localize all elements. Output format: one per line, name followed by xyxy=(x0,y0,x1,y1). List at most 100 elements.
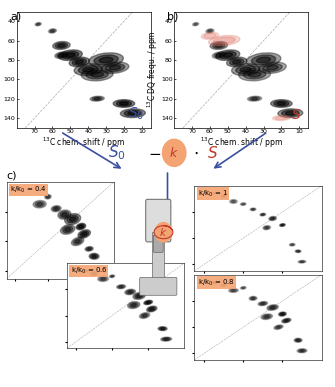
Ellipse shape xyxy=(101,278,105,280)
Ellipse shape xyxy=(252,298,255,299)
Ellipse shape xyxy=(55,43,68,48)
Ellipse shape xyxy=(117,285,126,289)
Ellipse shape xyxy=(271,99,292,107)
Ellipse shape xyxy=(236,65,256,74)
Ellipse shape xyxy=(37,24,40,25)
Ellipse shape xyxy=(46,195,50,199)
Ellipse shape xyxy=(278,109,303,118)
Ellipse shape xyxy=(120,109,145,118)
Ellipse shape xyxy=(283,319,289,322)
Ellipse shape xyxy=(206,29,214,33)
Ellipse shape xyxy=(269,306,277,310)
Ellipse shape xyxy=(244,70,266,79)
Ellipse shape xyxy=(35,202,44,207)
Ellipse shape xyxy=(91,72,104,77)
Ellipse shape xyxy=(147,306,157,312)
Ellipse shape xyxy=(62,51,79,59)
Ellipse shape xyxy=(207,29,213,33)
Ellipse shape xyxy=(258,301,268,306)
Text: b): b) xyxy=(168,12,179,22)
Ellipse shape xyxy=(230,58,244,65)
Ellipse shape xyxy=(94,55,118,65)
FancyBboxPatch shape xyxy=(153,235,163,252)
Ellipse shape xyxy=(250,208,256,211)
Ellipse shape xyxy=(60,211,69,218)
Ellipse shape xyxy=(118,285,124,288)
Ellipse shape xyxy=(267,65,278,70)
Ellipse shape xyxy=(260,213,266,216)
Ellipse shape xyxy=(212,281,216,284)
Ellipse shape xyxy=(49,29,57,33)
Ellipse shape xyxy=(128,291,132,293)
Ellipse shape xyxy=(83,67,94,72)
Text: k/k$_0$ = 0.4: k/k$_0$ = 0.4 xyxy=(10,185,47,195)
Ellipse shape xyxy=(208,30,211,32)
Ellipse shape xyxy=(101,62,129,74)
Ellipse shape xyxy=(135,293,143,298)
Ellipse shape xyxy=(74,64,102,75)
Ellipse shape xyxy=(117,101,131,106)
Ellipse shape xyxy=(76,223,86,230)
Ellipse shape xyxy=(83,270,87,272)
Ellipse shape xyxy=(146,301,150,303)
Ellipse shape xyxy=(241,287,245,289)
Ellipse shape xyxy=(263,64,282,72)
Y-axis label: $^{13}$C DQ frequ. / ppm: $^{13}$C DQ frequ. / ppm xyxy=(145,31,160,108)
Ellipse shape xyxy=(248,72,261,77)
Ellipse shape xyxy=(131,304,136,307)
Ellipse shape xyxy=(85,247,93,251)
Ellipse shape xyxy=(298,349,306,352)
Ellipse shape xyxy=(246,53,281,67)
Text: k/k$_0$ = 0.8: k/k$_0$ = 0.8 xyxy=(198,277,235,288)
Ellipse shape xyxy=(222,195,226,197)
Ellipse shape xyxy=(270,217,275,220)
Ellipse shape xyxy=(78,230,90,238)
Ellipse shape xyxy=(79,225,83,228)
Ellipse shape xyxy=(194,24,197,25)
Ellipse shape xyxy=(61,225,75,234)
Ellipse shape xyxy=(212,193,216,194)
Text: c): c) xyxy=(7,170,17,180)
Ellipse shape xyxy=(35,22,41,26)
Ellipse shape xyxy=(90,272,97,276)
Ellipse shape xyxy=(204,33,216,38)
Ellipse shape xyxy=(242,287,245,288)
Ellipse shape xyxy=(250,97,260,100)
X-axis label: $^{13}$C chem. shift / ppm: $^{13}$C chem. shift / ppm xyxy=(200,135,283,150)
Ellipse shape xyxy=(281,313,284,315)
Ellipse shape xyxy=(270,307,275,309)
Ellipse shape xyxy=(267,305,278,310)
Ellipse shape xyxy=(264,226,269,229)
Text: $k$: $k$ xyxy=(159,226,168,238)
Ellipse shape xyxy=(259,62,286,74)
Ellipse shape xyxy=(295,339,301,342)
Ellipse shape xyxy=(274,101,289,106)
Ellipse shape xyxy=(158,327,167,330)
Ellipse shape xyxy=(33,200,46,208)
Ellipse shape xyxy=(57,53,66,57)
Ellipse shape xyxy=(86,247,92,250)
Ellipse shape xyxy=(53,207,60,211)
Ellipse shape xyxy=(82,270,88,272)
Ellipse shape xyxy=(213,43,225,48)
Ellipse shape xyxy=(295,250,301,253)
Ellipse shape xyxy=(95,267,100,269)
Ellipse shape xyxy=(219,51,236,59)
Ellipse shape xyxy=(47,196,49,198)
Ellipse shape xyxy=(260,302,266,305)
Ellipse shape xyxy=(296,339,300,341)
Ellipse shape xyxy=(75,60,83,64)
Text: $S_0$: $S_0$ xyxy=(128,106,144,122)
Ellipse shape xyxy=(297,349,307,353)
Ellipse shape xyxy=(296,250,300,252)
FancyBboxPatch shape xyxy=(152,232,164,279)
Ellipse shape xyxy=(230,289,237,292)
Text: $\cdot$: $\cdot$ xyxy=(193,144,199,162)
Ellipse shape xyxy=(75,240,80,243)
Ellipse shape xyxy=(240,67,251,72)
Ellipse shape xyxy=(37,203,42,206)
Ellipse shape xyxy=(221,195,226,198)
Ellipse shape xyxy=(110,65,121,70)
Ellipse shape xyxy=(275,325,282,329)
Ellipse shape xyxy=(221,284,226,287)
